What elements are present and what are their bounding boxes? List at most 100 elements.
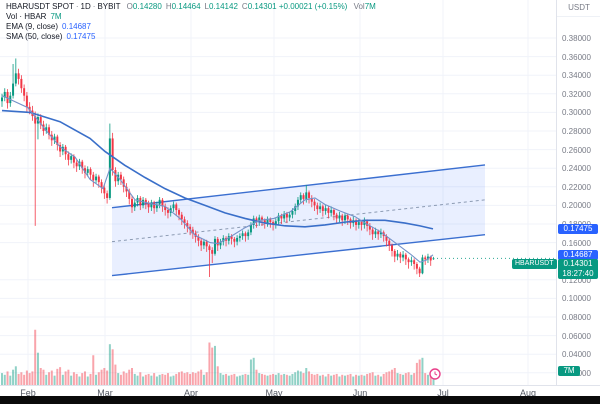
candle-body xyxy=(424,257,427,260)
volume-bar xyxy=(366,373,369,385)
volume-bar xyxy=(272,373,275,385)
volume-bar xyxy=(338,376,341,385)
candle-body xyxy=(227,236,230,241)
interval-label[interactable]: 1D xyxy=(80,2,91,11)
volume-bar xyxy=(3,374,6,385)
candle-body xyxy=(97,176,100,183)
indicator-row[interactable]: Vol · HBAR 7M xyxy=(6,12,376,22)
candle-body xyxy=(17,73,20,79)
candle-body xyxy=(313,201,316,206)
candle-body xyxy=(308,192,311,198)
candle-body xyxy=(357,222,360,225)
replay-marker-icon[interactable] xyxy=(429,368,441,380)
candle-body xyxy=(75,162,78,167)
volume-bar xyxy=(424,373,427,385)
ema-9-line[interactable] xyxy=(1,95,434,263)
volume-bar xyxy=(219,373,222,385)
change-value: +0.00021 (+0.15%) xyxy=(278,2,348,11)
candle-body xyxy=(114,170,117,182)
indicator-row[interactable]: EMA (9, close) 0.14687 xyxy=(6,22,376,32)
volume-bar xyxy=(393,368,396,385)
candle-body xyxy=(39,117,42,125)
candle-body xyxy=(343,215,346,221)
sma-50-line[interactable] xyxy=(1,109,434,230)
volume-value: 7M xyxy=(364,2,376,11)
candle-body xyxy=(125,186,128,192)
candle-body xyxy=(81,161,84,169)
time-axis[interactable]: Feb Mar Apr May Jun Jul Aug xyxy=(0,385,600,398)
candle-body xyxy=(53,136,56,141)
candle-body xyxy=(122,179,125,187)
candle-body xyxy=(178,210,181,215)
candle-body xyxy=(67,154,70,160)
candle-body xyxy=(131,198,134,208)
volume-bar xyxy=(258,373,261,385)
volume-bar xyxy=(103,368,106,385)
price-tick-label: 0.36000 xyxy=(562,52,591,62)
volume-bar xyxy=(106,370,109,385)
candle-body xyxy=(338,215,341,219)
volume-bar xyxy=(89,373,92,385)
indicator-axis-badge: 0.17475 xyxy=(558,223,598,234)
volume-bar xyxy=(346,374,349,385)
volume-bar xyxy=(357,375,360,385)
volume-bar xyxy=(17,373,20,385)
volume-bar xyxy=(288,375,291,385)
candle-body xyxy=(305,192,308,199)
volume-bar xyxy=(9,375,12,385)
candle-body xyxy=(371,229,374,235)
volume-bar xyxy=(200,369,203,385)
volume-bar xyxy=(415,362,418,385)
chart-legend: HBARUSDT SPOT · 1D · BYBIT O0.14280 H0.14464 L… xyxy=(6,2,376,42)
candle-body xyxy=(432,258,435,260)
volume-bar xyxy=(377,374,380,385)
volume-bar xyxy=(388,371,391,385)
price-axis[interactable]: USDT 0.38000 0.36000 0.34000 0.32000 0.30000… xyxy=(556,0,600,396)
indicator-label: EMA (9, close) xyxy=(6,22,59,31)
candle-body xyxy=(421,257,424,274)
last-price-value: 0.14301 xyxy=(563,259,593,269)
indicator-row[interactable]: SMA (50, close) 0.17475 xyxy=(6,32,376,42)
volume-bar xyxy=(291,373,294,385)
price-tick-label: 0.28000 xyxy=(562,127,591,136)
volume-bar xyxy=(100,369,103,385)
volume-bar xyxy=(213,345,216,385)
candle-body xyxy=(355,220,358,225)
candle-body xyxy=(158,199,161,205)
volume-bar xyxy=(332,374,335,385)
candle-body xyxy=(142,199,145,206)
candle-body xyxy=(1,97,3,102)
candle-body xyxy=(128,191,131,199)
volume-bar xyxy=(92,355,95,385)
candle-body xyxy=(299,195,302,200)
ohlc-key: H xyxy=(165,2,172,11)
candle-body xyxy=(155,204,158,209)
candle-body xyxy=(285,213,288,218)
candle-body xyxy=(302,195,305,199)
symbol-legend-row[interactable]: HBARUSDT SPOT · 1D · BYBIT O0.14280 H0.14464 L… xyxy=(6,2,376,11)
volume-bar xyxy=(150,375,153,385)
volume-bar xyxy=(178,372,181,385)
volume-bar xyxy=(233,373,236,385)
candle-body xyxy=(197,237,200,241)
candle-body xyxy=(391,245,394,251)
volume-bar xyxy=(285,374,288,385)
volume-bar xyxy=(147,373,150,385)
volume-bar xyxy=(368,373,371,385)
candle-body xyxy=(266,219,269,224)
candle-body xyxy=(175,204,178,211)
candle-body xyxy=(366,221,369,226)
volume-bar xyxy=(136,375,139,385)
candle-body xyxy=(172,204,175,209)
candle-body xyxy=(150,202,153,208)
indicator-value: 7M xyxy=(50,12,62,21)
candle-body xyxy=(263,220,266,224)
volume-bar xyxy=(252,357,255,385)
candle-body xyxy=(324,208,327,211)
volume-bar xyxy=(402,374,405,385)
volume-bar xyxy=(261,373,264,385)
volume-bar xyxy=(194,373,197,385)
volume-bar xyxy=(34,329,37,385)
candle-body xyxy=(388,240,391,246)
